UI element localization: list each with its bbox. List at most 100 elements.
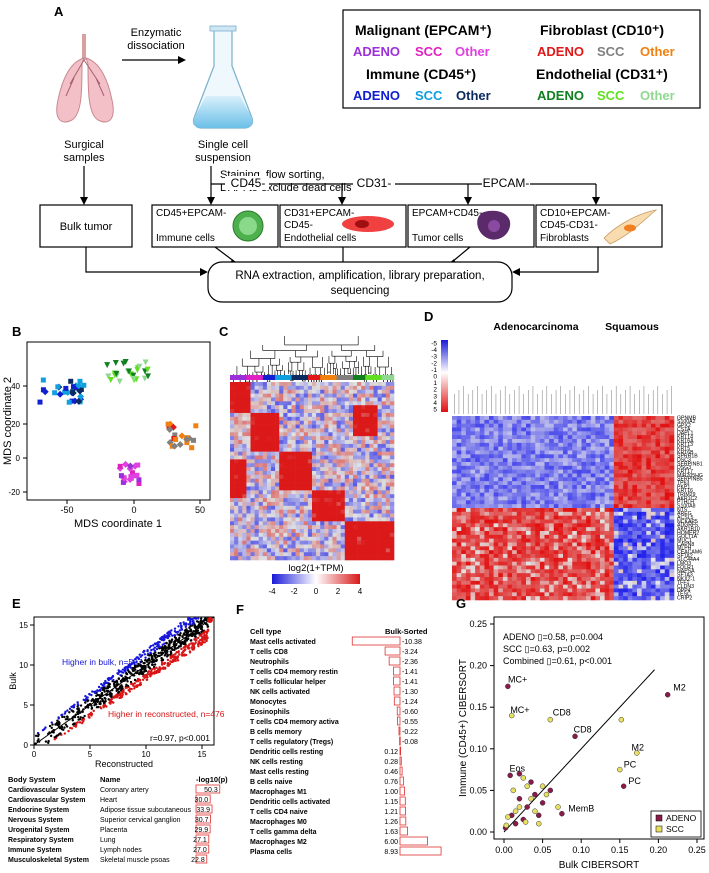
mds-point <box>173 437 179 443</box>
tumor-cell-nucleus <box>488 220 500 232</box>
gene-heatmap-cell <box>484 435 490 440</box>
gene-heatmap-cell <box>563 462 568 467</box>
heatmap-cell <box>361 420 366 425</box>
heatmap-cell <box>348 451 354 456</box>
gene-heatmap-cell <box>470 431 476 436</box>
gene-heatmap-cell <box>512 485 518 490</box>
arrows-to-rna <box>85 246 599 273</box>
heatmap-cell <box>312 532 317 538</box>
gene-heatmap-cell <box>660 511 666 516</box>
gene-heatmap-cell <box>493 565 499 570</box>
heatmap-cell <box>328 416 333 421</box>
heatmap-cell <box>344 556 350 561</box>
heatmap-cell <box>307 382 313 387</box>
gene-heatmap-cell <box>563 500 568 505</box>
heatmap-cell <box>254 478 259 483</box>
heatmap-cell <box>336 451 341 456</box>
heatmap-cell <box>295 513 300 518</box>
gene-heatmap-cell <box>627 527 633 532</box>
heatmap-cell <box>299 405 305 410</box>
heatmap-cell <box>275 455 280 460</box>
gene-heatmap-cell <box>567 427 573 432</box>
heatmap-cell <box>357 424 362 429</box>
heatmap-cell <box>389 467 395 472</box>
gene-heatmap-cell <box>604 477 610 482</box>
heatmap-cell <box>353 544 358 549</box>
gene-heatmap-cell <box>558 569 564 574</box>
heatmap-cell <box>348 513 354 518</box>
gene-heatmap-cell <box>581 534 587 539</box>
gene-heatmap-cell <box>530 550 536 555</box>
heatmap-cell <box>336 432 341 437</box>
gene-heatmap-cell <box>646 508 652 513</box>
gene-heatmap-cell <box>641 500 647 505</box>
heatmap-cell <box>234 401 239 406</box>
mds-ylabel: MDS coordinate 2 <box>2 377 14 465</box>
heatmap-cell <box>357 552 362 557</box>
gene-heatmap-cell <box>637 565 642 570</box>
heatmap-cell <box>340 529 346 534</box>
heatmap-cell <box>348 474 354 480</box>
heatmap-cell <box>254 455 259 460</box>
heatmap-cell <box>369 401 374 406</box>
heatmap-cell <box>385 455 391 460</box>
heatmap-cell <box>324 405 329 410</box>
gene-heatmap-cell <box>604 496 610 501</box>
gene-heatmap-cell <box>461 504 467 509</box>
heatmap-cell <box>348 432 354 437</box>
gene-heatmap-cell <box>627 588 633 593</box>
heatmap-cell <box>316 505 321 510</box>
gene-heatmap-cell <box>521 565 527 570</box>
heatmap-cell <box>303 540 309 545</box>
gene-heatmap-cell <box>498 596 504 601</box>
heatmap-cell <box>262 463 268 468</box>
gene-heatmap-cell <box>475 446 481 451</box>
gene-point <box>161 658 164 662</box>
heatmap-cell <box>299 513 305 518</box>
heatmap-cell <box>266 389 272 394</box>
gene-heatmap-cell <box>641 565 647 570</box>
gene-heatmap-cell <box>502 458 508 463</box>
gene-heatmap-cell <box>539 584 545 589</box>
gene-heatmap-cell <box>641 531 647 536</box>
annotation-segment <box>336 375 341 380</box>
gene-heatmap-cell <box>586 569 592 574</box>
gene-heatmap-cell <box>669 573 675 578</box>
heatmap-cell <box>258 459 264 464</box>
gene-heatmap-cell <box>530 462 536 467</box>
mds-point <box>141 375 148 382</box>
gene-heatmap-cell <box>544 416 550 421</box>
gene-heatmap-cell <box>452 596 457 601</box>
annotation-segment <box>369 375 374 380</box>
heatmap-cell <box>373 471 378 476</box>
heatmap-cell <box>299 525 305 530</box>
heatmap-cell <box>271 432 276 437</box>
gene-heatmap-cell <box>549 546 555 551</box>
gene-heatmap-cell <box>609 508 615 513</box>
heatmap-cell <box>324 385 329 391</box>
gene-heatmap-cell <box>502 511 508 516</box>
gene-heatmap-cell <box>549 527 555 532</box>
heatmap-cell <box>254 409 259 414</box>
gene-heatmap-cell <box>604 458 610 463</box>
gene-heatmap-cell <box>526 527 531 532</box>
heatmap-cell <box>287 505 292 510</box>
gene-heatmap-cell <box>484 550 490 555</box>
heatmap-cell <box>287 420 292 425</box>
gene-heatmap-cell <box>456 561 462 566</box>
gene-heatmap-cell <box>609 419 615 424</box>
heatmap-cell <box>250 455 255 460</box>
heatmap-cell <box>357 536 362 541</box>
gene-heatmap-cell <box>489 592 494 597</box>
heatmap-cell <box>242 517 247 522</box>
gene-heatmap-cell <box>516 534 522 539</box>
gene-heatmap-cell <box>521 534 527 539</box>
gene-heatmap-cell <box>558 488 564 493</box>
heatmap-cell <box>254 498 259 503</box>
colorbar-d-tick: 5 <box>433 407 437 414</box>
gene-heatmap-cell <box>576 477 582 482</box>
gene-heatmap-cell <box>650 527 656 532</box>
gene-heatmap-cell <box>461 431 467 436</box>
heatmap-cell <box>250 471 255 476</box>
gene-heatmap-cell <box>470 511 476 516</box>
